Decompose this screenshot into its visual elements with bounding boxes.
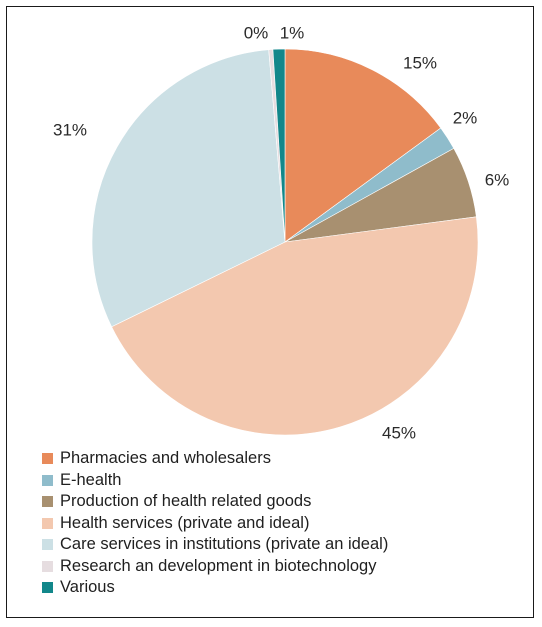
legend-label: Pharmacies and wholesalers (60, 449, 271, 468)
slice-value-label: 15% (403, 53, 437, 72)
pie-value-labels: 15% 2% 6% 45% 31% 0% 1% (53, 23, 509, 442)
legend-item: Production of health related goods (42, 491, 388, 513)
slice-value-label: 2% (453, 108, 478, 127)
slice-value-label: 1% (280, 23, 305, 42)
pie-slice (272, 48, 286, 243)
legend-swatch (42, 517, 53, 529)
pie-slice (91, 49, 286, 328)
legend-swatch (42, 453, 53, 465)
legend-swatch (42, 560, 53, 572)
legend-item: Various (42, 577, 388, 599)
legend-label: Care services in institutions (private a… (60, 535, 389, 554)
legend-label: Research an development in biotechnology (60, 556, 377, 575)
pie-slices (91, 48, 479, 436)
legend-label: Health services (private and ideal) (60, 513, 310, 532)
slice-value-label: 0% (244, 23, 269, 42)
legend-swatch (42, 474, 53, 486)
legend-label: E-health (60, 470, 122, 489)
legend-item: E-health (42, 470, 388, 492)
pie-slice (284, 48, 442, 243)
legend-swatch (42, 496, 53, 508)
legend-swatch (42, 582, 53, 594)
slice-value-label: 6% (485, 170, 510, 189)
chart-legend: Pharmacies and wholesalers E-health Produc… (42, 448, 388, 599)
legend-swatch (42, 539, 53, 551)
slice-value-label: 45% (382, 423, 416, 442)
legend-label: Production of health related goods (60, 492, 312, 511)
legend-item: Research an development in biotechnology (42, 556, 388, 578)
slice-value-label: 31% (53, 120, 87, 139)
legend-item: Care services in institutions (private a… (42, 534, 388, 556)
legend-item: Pharmacies and wholesalers (42, 448, 388, 470)
legend-item: Health services (private and ideal) (42, 513, 388, 535)
legend-label: Various (60, 578, 115, 597)
pie-slice (111, 216, 479, 436)
